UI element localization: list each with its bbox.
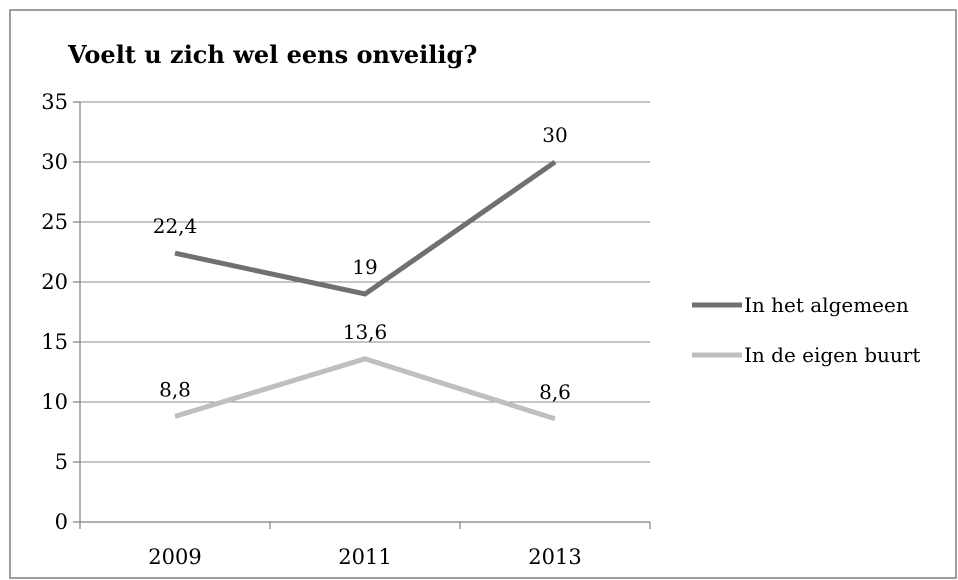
data-label: 13,6 <box>343 320 388 344</box>
data-label: 22,4 <box>153 214 198 238</box>
y-tick-label: 20 <box>41 270 68 294</box>
x-tick-label: 2009 <box>148 545 201 569</box>
chart-frame <box>9 9 957 579</box>
data-label: 30 <box>542 123 567 147</box>
series-line-1 <box>174 159 557 297</box>
data-labels: 22,4 19 30 8,8 13,6 8,6 <box>153 123 571 404</box>
y-tick-label: 30 <box>41 150 68 174</box>
series-line-2 <box>174 356 556 422</box>
y-tick-label: 35 <box>41 90 68 114</box>
y-tick-label: 0 <box>55 510 68 534</box>
axes: 0 5 10 15 20 25 30 35 2009 2011 2013 <box>41 90 651 569</box>
legend-label-2: In de eigen buurt <box>744 343 920 367</box>
x-tick-label: 2011 <box>338 545 391 569</box>
y-tick-label: 25 <box>41 210 68 234</box>
data-label: 8,8 <box>159 377 191 401</box>
legend-label-1: In het algemeen <box>744 293 909 317</box>
y-tick-label: 5 <box>55 450 68 474</box>
chart-title: Voelt u zich wel eens onveilig? <box>67 40 477 69</box>
series-lines <box>174 159 557 422</box>
y-tick-label: 10 <box>41 390 68 414</box>
legend: In het algemeen In de eigen buurt <box>692 293 920 367</box>
x-tick-label: 2013 <box>528 545 581 569</box>
y-tick-label: 15 <box>41 330 68 354</box>
data-label: 19 <box>352 255 377 279</box>
data-label: 8,6 <box>539 380 571 404</box>
